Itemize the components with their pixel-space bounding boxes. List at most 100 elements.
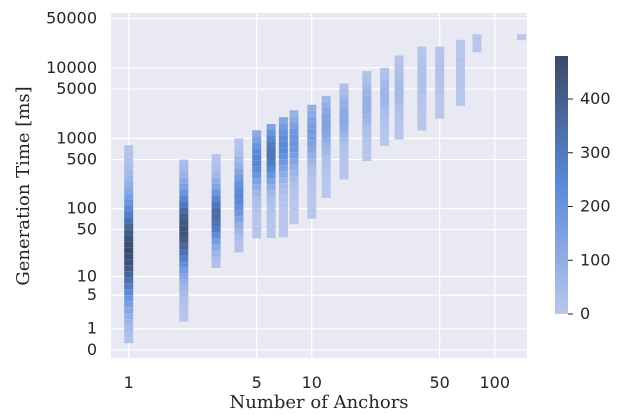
heatmap-cell [289, 146, 299, 153]
heatmap-cell [362, 83, 372, 90]
heatmap-cell [252, 130, 262, 137]
heatmap-cell [435, 106, 445, 113]
heatmap-cell [278, 189, 288, 196]
heatmap-cell [234, 246, 244, 253]
heatmap-cell [124, 331, 134, 338]
heatmap-cell [307, 170, 317, 177]
heatmap-cell [211, 178, 221, 184]
x-tick-label: 50 [429, 373, 449, 392]
heatmap-cell [394, 127, 404, 134]
heatmap-cell [289, 188, 299, 195]
heatmap-cell [266, 172, 276, 178]
heatmap-cell [435, 70, 445, 77]
heatmap-cell [252, 184, 262, 191]
heatmap-cell [394, 73, 404, 80]
heatmap-cell [417, 124, 427, 131]
heatmap-cell [380, 115, 390, 122]
heatmap-cell [179, 273, 189, 280]
heatmap-cell [179, 291, 189, 298]
heatmap-cell [339, 167, 349, 174]
x-tick-labels: 1 5 10 50 100 [124, 373, 510, 392]
heatmap-cell [321, 191, 331, 198]
heatmap-cell [179, 285, 189, 292]
heatmap-cell [278, 201, 288, 208]
heatmap-cell [339, 137, 349, 144]
heatmap-cell [339, 101, 349, 108]
heatmap-cell [124, 277, 134, 284]
heatmap-cell [124, 283, 134, 290]
heatmap-cell [362, 95, 372, 102]
heatmap-cell [289, 218, 299, 225]
heatmap-cell [339, 149, 349, 156]
heatmap-cell [124, 199, 134, 206]
heatmap-cell [472, 46, 482, 53]
heatmap-cell [211, 262, 221, 268]
heatmap-cell [380, 91, 390, 98]
y-tick-labels: 0 1 510 50 100 500 1000 5000 10000 50000 [46, 9, 97, 359]
heatmap-cell [211, 154, 221, 160]
heatmap-cell [289, 116, 299, 123]
colorbar-gradient [555, 56, 568, 314]
heatmap-cell [417, 70, 427, 77]
heatmap-cell [289, 128, 299, 135]
heatmap-cell [278, 159, 288, 166]
heatmap-cell [394, 133, 404, 140]
heatmap-cell [394, 121, 404, 128]
heatmap-cell [179, 315, 189, 322]
heatmap-cell [124, 151, 134, 158]
heatmap-cell [124, 259, 134, 266]
heatmap-cell [339, 143, 349, 150]
heatmap-cell [339, 155, 349, 162]
heatmap-cell [362, 101, 372, 108]
heatmap-cell [456, 63, 465, 70]
y-axis-label: Generation Time [ms] [13, 86, 34, 285]
heatmap-cell [362, 71, 372, 78]
colorbar-tick-label: 400 [580, 89, 611, 108]
heatmap-cell [124, 235, 134, 242]
heatmap-cell [124, 223, 134, 230]
heatmap-cell [472, 40, 482, 47]
heatmap-cell [456, 99, 465, 106]
heatmap-cell [417, 64, 427, 71]
x-tick-label: 10 [302, 373, 322, 392]
heatmap-cell [417, 46, 427, 53]
heatmap-cell [321, 179, 331, 186]
heatmap-cell [289, 122, 299, 129]
heatmap-cell [456, 45, 465, 52]
heatmap-cell [211, 220, 221, 226]
heatmap-cell [234, 192, 244, 199]
heatmap-cell [278, 153, 288, 160]
heatmap-cell [278, 147, 288, 154]
heatmap-cell [124, 229, 134, 236]
heatmap-cell [435, 64, 445, 71]
heatmap-cell [435, 88, 445, 95]
heatmap-cell [339, 113, 349, 120]
heatmap-cell [179, 243, 189, 250]
heatmap-cell [394, 79, 404, 86]
heatmap-cell [321, 173, 331, 180]
heatmap-cell [321, 95, 331, 102]
heatmap-cell [266, 202, 276, 208]
heatmap-cell [124, 271, 134, 278]
heatmap-cell [252, 136, 262, 143]
heatmap-cell [380, 85, 390, 92]
heatmap-cell [394, 85, 404, 92]
heatmap-cell [278, 213, 288, 220]
heatmap-cell [289, 140, 299, 147]
heatmap-cell [289, 152, 299, 159]
heatmap-cell [417, 94, 427, 101]
y-tick-label: 10 [77, 267, 97, 286]
heatmap-cell [278, 207, 288, 214]
heatmap-cell [252, 226, 262, 233]
colorbar-ticks: 0 100 200 300 400 [568, 89, 611, 323]
heatmap-cell [266, 232, 276, 238]
heatmap-cell [456, 93, 465, 100]
heatmap-cell [289, 206, 299, 213]
heatmap-cell [266, 184, 276, 190]
heatmap-cell [435, 76, 445, 83]
heatmap-cell [321, 101, 331, 108]
heatmap-cell [339, 119, 349, 126]
heatmap-cell [321, 119, 331, 126]
y-tick-label: 0 [87, 340, 97, 359]
heatmap-cell [289, 182, 299, 189]
